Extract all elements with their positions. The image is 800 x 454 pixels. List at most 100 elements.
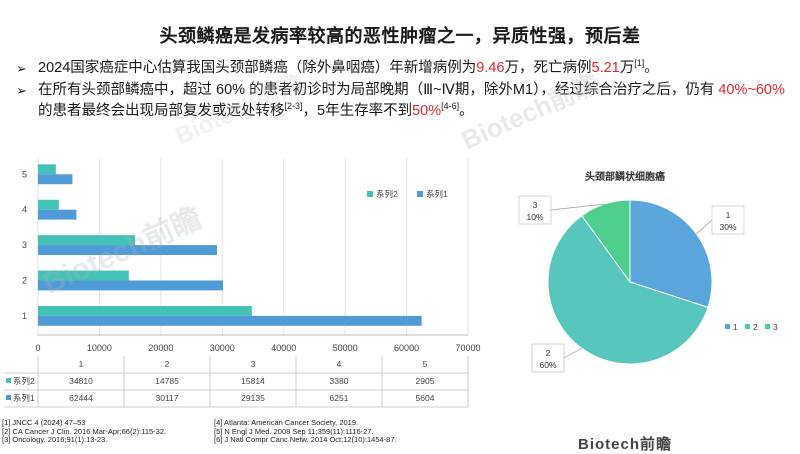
- table-cell: 29135: [241, 393, 265, 403]
- bullet-incidence: ➢ 2024国家癌症中心估算我国头颈部鳞癌（除外鼻咽癌）年新增病例为9.46万，…: [14, 58, 790, 79]
- data-label-box: [711, 205, 745, 235]
- highlight-deaths: 5.21: [591, 60, 620, 76]
- reference-item: [3] Oncology. 2016;91(1):13-23.: [2, 435, 108, 444]
- table-cell: 2905: [416, 376, 435, 386]
- leader-line: [550, 203, 605, 211]
- legend-label: 2: [753, 322, 758, 332]
- table-header-cell: 1: [79, 359, 84, 369]
- table-row-label: 系列1: [13, 393, 35, 403]
- bar-series2: [38, 270, 129, 281]
- reference-item: [1] JNCC 4 (2024) 47–53: [2, 418, 86, 427]
- arrow-bullet-icon: ➢: [16, 61, 27, 76]
- data-label-value: 60%: [539, 360, 556, 370]
- y-tick-label: 1: [22, 311, 27, 321]
- reference-item: [5] N Engl J Med. 2008 Sep 11;359(11):11…: [214, 426, 374, 436]
- bullet-text: 。: [459, 103, 474, 119]
- footer-logo: Biotech前瞻: [578, 436, 673, 453]
- leader-line: [563, 348, 582, 359]
- x-tick-label: 60000: [394, 343, 419, 353]
- pie-title: 头颈部鳞状细胞癌: [585, 170, 665, 183]
- legend-label: 3: [773, 322, 778, 332]
- bar-series1: [38, 280, 224, 291]
- legend-label: 系列1: [426, 189, 448, 199]
- legend-swatch: [765, 324, 770, 329]
- legend-label: 系列2: [376, 189, 398, 199]
- y-tick-label: 2: [22, 275, 27, 285]
- bullet-prognosis: ➢ 在所有头颈部鳞癌中，超过 60% 的患者初诊时为局部晚期（Ⅲ~Ⅳ期，除外M1…: [14, 80, 790, 122]
- y-tick-label: 5: [22, 169, 27, 179]
- pie-slice: [629, 199, 713, 308]
- bar-series1: [38, 209, 77, 220]
- bar-series1: [38, 174, 73, 185]
- leader-line: [696, 219, 713, 235]
- pie-chart: 头颈部鳞状细胞癌 1 30% 2 60% 3 10% 1 2 3: [518, 170, 778, 373]
- table-cell: 3380: [330, 376, 349, 386]
- data-label-box: [531, 343, 565, 373]
- reference-item: [6] J Natl Compr Canc Netw. 2014 Oct;12(…: [214, 435, 397, 444]
- bullet-text: 万: [619, 60, 635, 76]
- bar-series2: [38, 235, 136, 246]
- table-cell: 15814: [241, 376, 265, 386]
- table-header-cell: 5: [423, 359, 428, 369]
- bullet-text: 万，死亡病例: [504, 60, 592, 76]
- data-label-value: 30%: [719, 222, 736, 232]
- legend-swatch: [367, 191, 373, 197]
- page-title: 头颈鳞癌是发病率较高的恶性肿瘤之一，异质性强，预后差: [159, 26, 641, 46]
- citation-ref: [1]: [634, 58, 645, 69]
- bullet-text: 的患者最终会出现局部复发或远处转移: [38, 103, 285, 119]
- bullet-text: 在所有头颈部鳞癌中，超过 60% 的患者初诊时为局部晚期（Ⅲ~Ⅳ期，除外M1），…: [38, 82, 719, 98]
- arrow-bullet-icon: ➢: [16, 83, 27, 98]
- y-tick-label: 4: [22, 205, 27, 215]
- bullet-text: 2024国家癌症中心估算我国头颈部鳞癌（除外鼻咽癌）年新增病例为: [38, 60, 477, 76]
- highlight-recurrence-rate: 40%~60%: [718, 82, 785, 98]
- bullet-text: 。: [644, 60, 659, 76]
- data-label-category: 1: [726, 210, 731, 220]
- x-tick-label: 50000: [333, 343, 358, 353]
- citation-ref: [2-3]: [284, 101, 303, 112]
- bar-series2: [38, 305, 252, 316]
- pie-slice: [547, 214, 709, 365]
- table-row-swatch: [6, 395, 11, 400]
- table-cell: 6251: [330, 393, 349, 403]
- bullet-list: ➢ 2024国家癌症中心估算我国头颈部鳞癌（除外鼻咽癌）年新增病例为9.46万，…: [14, 58, 790, 123]
- data-label-category: 2: [546, 348, 551, 358]
- table-row-label: 系列2: [13, 376, 35, 386]
- table-header-cell: 4: [337, 359, 342, 369]
- bar-series1: [38, 245, 217, 255]
- table-cell: 62444: [69, 393, 93, 403]
- table-cell: 34810: [69, 376, 93, 386]
- table-row-swatch: [6, 378, 11, 383]
- x-tick-label: 70000: [455, 343, 480, 353]
- references-left: [1] JNCC 4 (2024) 47–53 [2] CA Cancer J …: [2, 418, 167, 445]
- bar-chart: 0 10000 20000 30000 40000 50000 60000 700001234…: [4, 158, 481, 408]
- y-tick-label: 3: [22, 240, 27, 250]
- data-label-category: 3: [533, 200, 538, 210]
- legend-swatch: [417, 191, 423, 197]
- highlight-survival-rate: 50%: [412, 103, 442, 119]
- citation-ref: [4-6]: [441, 101, 460, 112]
- bullet-text: ，5年生存率不到: [302, 103, 413, 119]
- table-header-cell: 3: [251, 359, 256, 369]
- legend-swatch: [725, 324, 730, 329]
- highlight-new-cases: 9.46: [476, 60, 505, 76]
- reference-item: [2] CA Cancer J Clin. 2016 Mar-Apr;66(2)…: [2, 426, 167, 436]
- x-tick-label: 0: [35, 343, 40, 353]
- table-cell: 30117: [155, 393, 178, 403]
- x-tick-label: 40000: [271, 343, 296, 353]
- x-tick-label: 10000: [87, 343, 112, 353]
- data-label-value: 10%: [526, 212, 543, 222]
- bar-series1: [38, 315, 422, 326]
- references-right: [4] Atlanta: American Cancer Society, 20…: [214, 418, 397, 445]
- pie-slice: [581, 199, 631, 284]
- x-tick-label: 20000: [148, 343, 173, 353]
- table-header-cell: 2: [165, 359, 170, 369]
- legend-swatch: [745, 324, 750, 329]
- data-label-box: [518, 195, 552, 225]
- table-cell: 5604: [416, 393, 435, 403]
- table-cell: 14785: [155, 376, 179, 386]
- bar-series2: [38, 199, 59, 210]
- bar-series2: [38, 164, 56, 175]
- reference-item: [4] Atlanta: American Cancer Society, 20…: [214, 418, 359, 427]
- x-tick-label: 30000: [210, 343, 235, 353]
- legend-label: 1: [733, 322, 738, 332]
